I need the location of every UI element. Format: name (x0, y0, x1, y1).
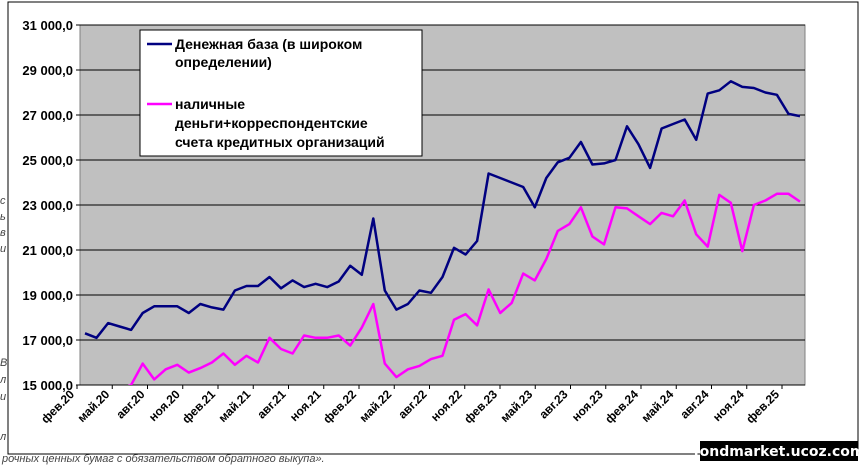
bg-fragment: л (0, 431, 6, 443)
legend-label-cash-reserves-line1: наличные (175, 96, 245, 112)
y-tick-label: 15 000,0 (22, 378, 73, 393)
legend-label-money-base-line2: определении) (175, 54, 272, 70)
background-document-text: с ь в и В л и л рочных ценных бумаг с об… (0, 195, 325, 465)
bg-bottom-line: рочных ценных бумаг с обязательством обр… (1, 453, 325, 465)
bg-fragment: л (0, 374, 6, 386)
y-tick-label: 25 000,0 (22, 153, 73, 168)
watermark-background (700, 441, 858, 461)
y-axis-ticks: 15 000,0 17 000,0 19 000,0 21 000,0 23 000,0… (22, 18, 80, 393)
watermark: fondmarket.ucoz.com (694, 441, 862, 461)
bg-fragment: ь (0, 211, 6, 223)
bg-fragment: и (0, 243, 6, 255)
y-tick-label: 27 000,0 (22, 108, 73, 123)
bg-fragment: и (0, 391, 6, 403)
bg-fragment: В (0, 357, 7, 369)
y-tick-label: 17 000,0 (22, 333, 73, 348)
y-tick-label: 19 000,0 (22, 288, 73, 303)
y-tick-label: 21 000,0 (22, 243, 73, 258)
y-tick-label: 29 000,0 (22, 63, 73, 78)
legend-label-money-base-line1: Денежная база (в широком (175, 36, 362, 52)
bg-fragment: в (0, 227, 6, 239)
series-line-cash-reserves (127, 192, 801, 385)
legend-box (139, 29, 423, 157)
series-lines (84, 80, 801, 385)
series-line-money-base (84, 80, 801, 340)
y-tick-label: 23 000,0 (22, 198, 73, 213)
y-tick-label: 31 000,0 (22, 18, 73, 33)
watermark-text: fondmarket.ucoz.com (694, 444, 862, 460)
legend-label-cash-reserves-line3: счета кредитных организаций (175, 134, 385, 150)
legend-label-cash-reserves-line2: деньги+корреспондентские (175, 115, 368, 131)
legend: Денежная база (в широком определении) на… (139, 29, 423, 157)
bg-fragment: с (0, 195, 6, 207)
